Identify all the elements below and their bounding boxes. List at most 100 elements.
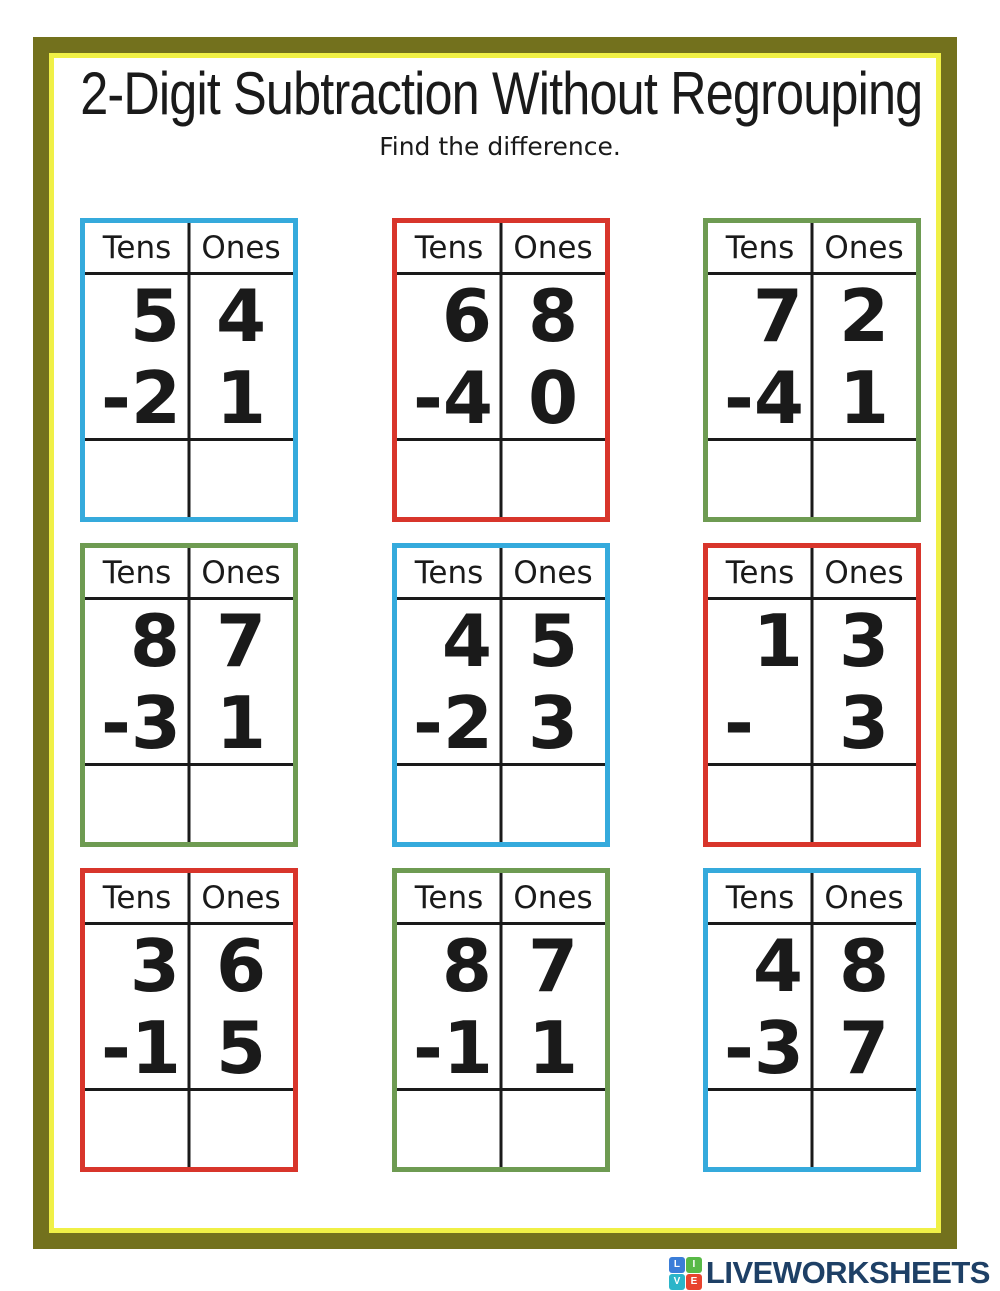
minuend-ones-digit: 2 (838, 274, 890, 358)
minuend-tens-digit: 4 (752, 924, 803, 1008)
subtrahend-tens-digit: 1 (442, 1005, 493, 1090)
column-divider (187, 223, 191, 517)
answer-tens-cell[interactable] (85, 441, 189, 517)
answer-ones-cell[interactable] (812, 1091, 916, 1167)
answer-ones-cell[interactable] (501, 441, 605, 517)
minuend-tens-cell: 8 (85, 599, 189, 683)
subtraction-box: Tens Ones 7 2-4 1 (703, 218, 921, 522)
tens-column-header: Tens (725, 879, 795, 916)
header-row: Tens Ones (397, 873, 605, 925)
header-row: Tens Ones (85, 223, 293, 275)
subtrahend-ones-digit: 1 (215, 680, 267, 765)
ones-column-header: Ones (824, 554, 904, 591)
column-divider (499, 873, 503, 1167)
answer-ones-cell[interactable] (812, 441, 916, 517)
subtrahend-tens-cell: -1 (397, 1005, 501, 1090)
minuend-tens-digit: 4 (441, 599, 492, 683)
subtrahend-tens-digit: 1 (130, 1005, 181, 1090)
subtrahend-ones-digit: 0 (527, 355, 579, 440)
column-divider (187, 548, 191, 842)
answer-tens-cell[interactable] (85, 766, 189, 842)
answer-ones-cell[interactable] (189, 766, 293, 842)
header-row: Tens Ones (397, 548, 605, 600)
subtrahend-row: -3 (708, 681, 916, 765)
answer-row (708, 1088, 916, 1167)
minuend-tens-digit: 6 (441, 274, 492, 358)
minuend-tens-digit: 8 (129, 599, 180, 683)
answer-tens-cell[interactable] (708, 441, 812, 517)
answer-tens-cell[interactable] (85, 1091, 189, 1167)
minus-sign: - (724, 355, 754, 440)
minuend-tens-digit: 1 (752, 599, 803, 683)
header-row: Tens Ones (708, 223, 916, 275)
answer-ones-cell[interactable] (501, 1091, 605, 1167)
answer-ones-cell[interactable] (189, 1091, 293, 1167)
answer-ones-cell[interactable] (812, 766, 916, 842)
answer-row (708, 763, 916, 842)
subtraction-box: Tens Ones 8 7-1 1 (392, 868, 610, 1172)
answer-ones-cell[interactable] (189, 441, 293, 517)
answer-tens-cell[interactable] (397, 1091, 501, 1167)
minuend-ones-digit: 3 (838, 599, 890, 683)
column-divider (810, 548, 814, 842)
logo-tile-l: L (668, 1256, 685, 1273)
logo-tile-i: I (685, 1256, 702, 1273)
minuend-ones-digit: 8 (838, 924, 890, 1008)
subtrahend-tens-cell: -2 (397, 680, 501, 765)
worksheet-instructions: Find the difference. (379, 132, 621, 161)
ones-column-header: Ones (513, 554, 593, 591)
minuend-tens-cell: 4 (708, 924, 812, 1008)
worksheet-border-frame (33, 37, 957, 1249)
subtraction-box: Tens Ones 3 6-1 5 (80, 868, 298, 1172)
subtraction-box: Tens Ones 1 3-3 (703, 543, 921, 847)
subtrahend-tens-digit: 2 (130, 355, 181, 440)
ones-column-header: Ones (201, 554, 281, 591)
subtrahend-tens-digit: 4 (753, 355, 804, 440)
answer-row (85, 438, 293, 517)
minuend-ones-digit: 6 (215, 924, 267, 1008)
answer-ones-cell[interactable] (501, 766, 605, 842)
subtrahend-ones-digit: 1 (527, 1005, 579, 1090)
minus-sign: - (101, 680, 131, 765)
minus-sign: - (724, 1005, 754, 1090)
subtrahend-tens-digit: 2 (442, 680, 493, 765)
minuend-tens-digit: 3 (129, 924, 180, 1008)
logo-tile-v: V (668, 1273, 685, 1290)
header-row: Tens Ones (85, 873, 293, 925)
minuend-tens-digit: 8 (441, 924, 492, 1008)
minuend-tens-cell: 8 (397, 924, 501, 1008)
minuend-tens-cell: 4 (397, 599, 501, 683)
answer-tens-cell[interactable] (708, 766, 812, 842)
subtraction-box: Tens Ones 5 4-2 1 (80, 218, 298, 522)
worksheet-title: 2-Digit Subtraction Without Regrouping (0, 62, 1000, 125)
tens-column-header: Tens (725, 554, 795, 591)
answer-tens-cell[interactable] (397, 441, 501, 517)
subtrahend-tens-cell: -4 (397, 356, 501, 440)
ones-column-header: Ones (824, 879, 904, 916)
minus-sign: - (413, 680, 443, 765)
minuend-tens-cell: 7 (708, 274, 812, 358)
subtrahend-ones-digit: 1 (838, 355, 890, 440)
answer-row (85, 763, 293, 842)
answer-tens-cell[interactable] (397, 766, 501, 842)
minuend-ones-digit: 8 (527, 274, 579, 358)
subtrahend-row: -4 0 (397, 355, 605, 440)
subtrahend-tens-digit: 3 (753, 1005, 804, 1090)
minuend-tens-cell: 5 (85, 274, 189, 358)
header-row: Tens Ones (708, 548, 916, 600)
column-divider (187, 873, 191, 1167)
logo-tile-e: E (685, 1273, 702, 1290)
answer-tens-cell[interactable] (708, 1091, 812, 1167)
